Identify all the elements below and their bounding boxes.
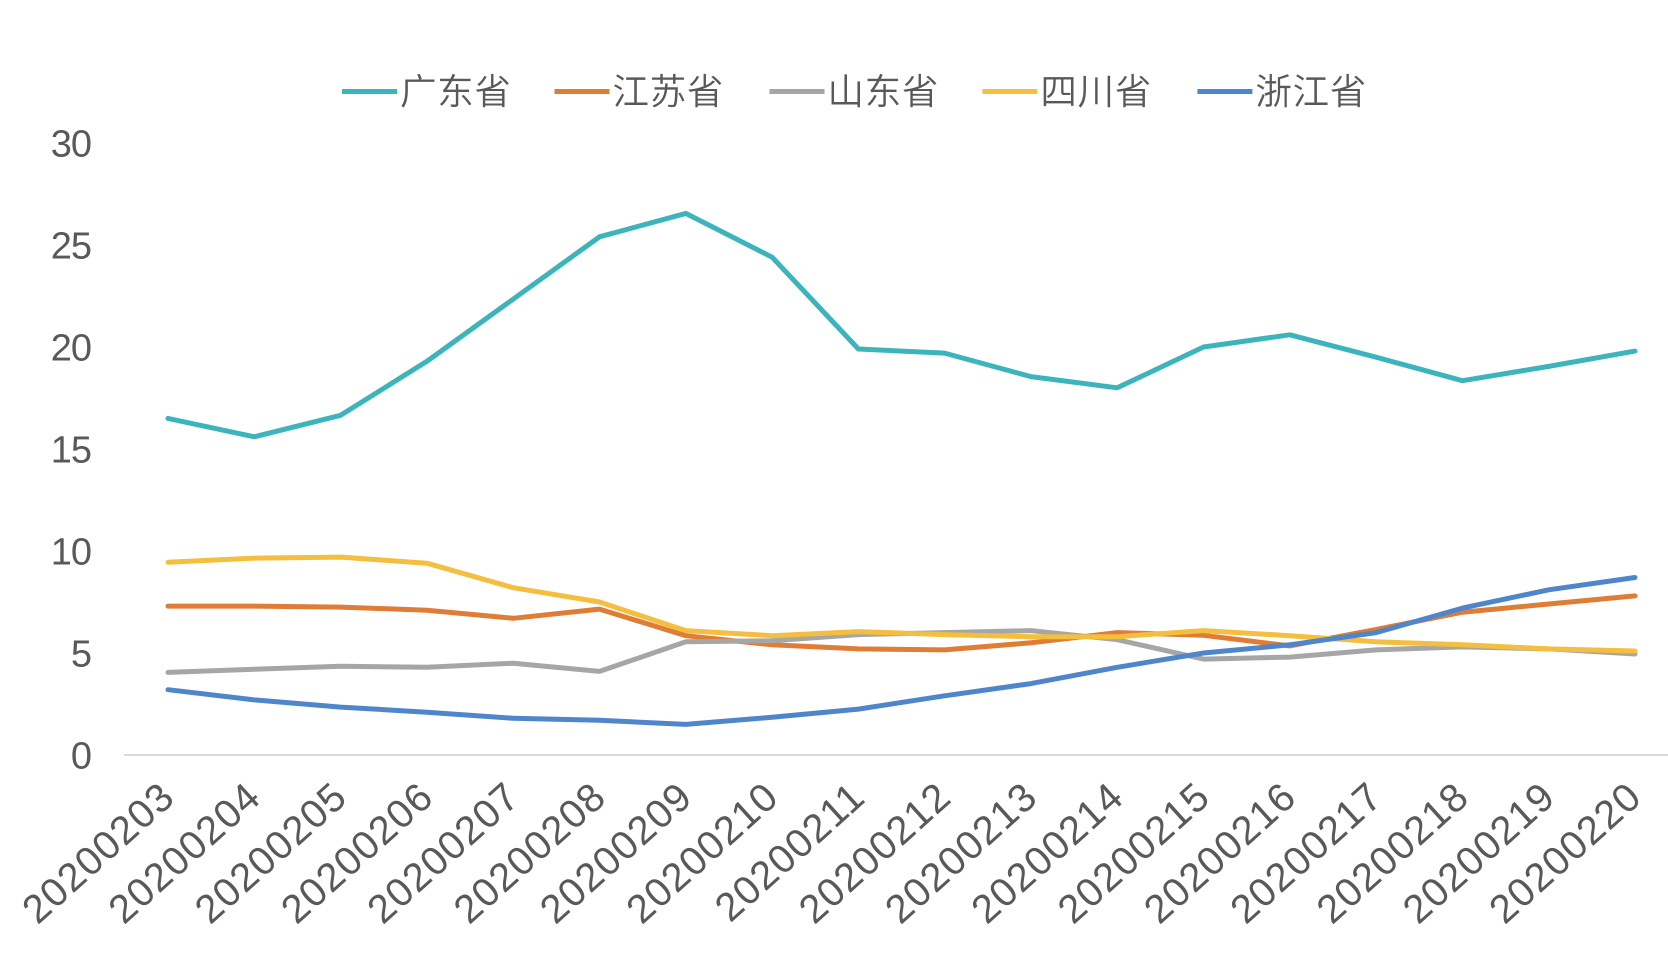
svg-text:25: 25 <box>51 226 91 268</box>
svg-text:0: 0 <box>71 736 91 778</box>
svg-text:10: 10 <box>51 532 91 574</box>
svg-text:5: 5 <box>71 634 91 676</box>
svg-text:15: 15 <box>51 430 91 472</box>
svg-text:30: 30 <box>51 124 91 166</box>
svg-text:20: 20 <box>51 328 91 370</box>
